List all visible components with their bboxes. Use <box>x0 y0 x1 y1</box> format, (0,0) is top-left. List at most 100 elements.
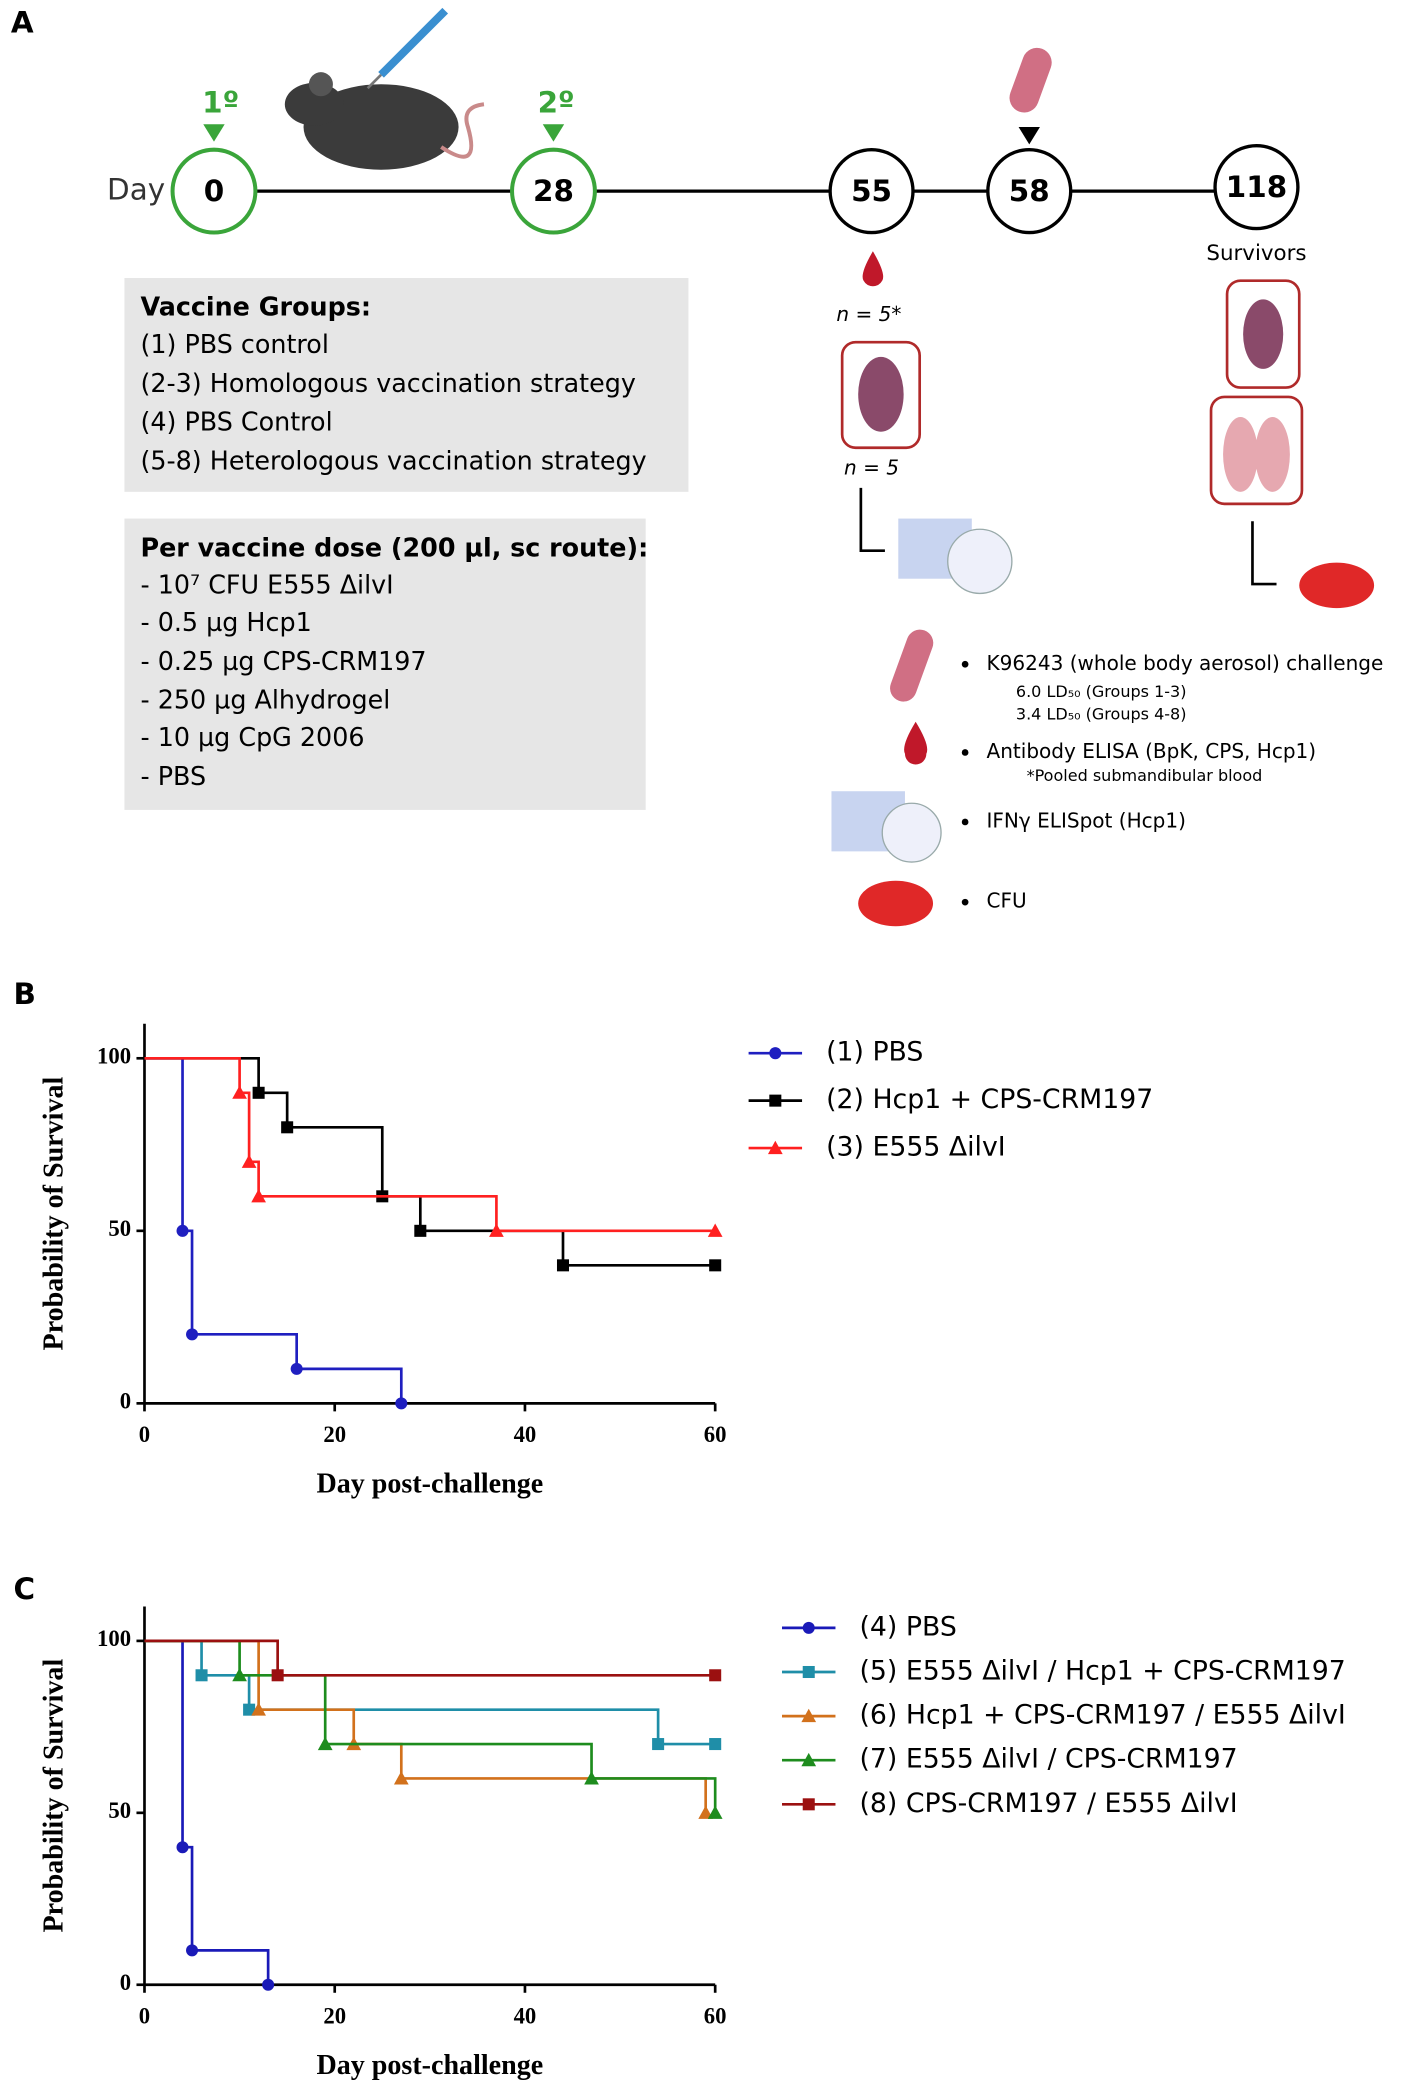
marker <box>393 1771 409 1785</box>
y-tick-label: 0 <box>120 1970 131 1995</box>
marker <box>281 1121 294 1134</box>
x-tick-label: 0 <box>139 1422 150 1447</box>
marker <box>232 1667 247 1682</box>
node <box>170 147 258 235</box>
lung-icon <box>1255 416 1290 492</box>
arrow <box>859 487 885 552</box>
day: 58 <box>1009 174 1050 208</box>
arrow <box>542 124 565 142</box>
legend-note: *Pooled submandibular blood <box>1027 766 1263 785</box>
legend-text: CFU <box>986 889 1026 913</box>
marker <box>584 1771 599 1785</box>
mouse-icon <box>284 7 485 170</box>
blood-drop <box>862 251 884 287</box>
marker <box>317 1736 333 1751</box>
marker <box>241 1154 257 1168</box>
legend-label: (6) Hcp1 + CPS-CRM197 / E555 ΔilvI <box>860 1700 1346 1731</box>
marker <box>252 1086 265 1099</box>
x-tick-label: 40 <box>514 2003 537 2028</box>
box-line: - 10⁷ CFU E555 ΔilvI <box>140 570 393 600</box>
box-line: - 0.25 µg CPS-CRM197 <box>140 646 426 676</box>
marker <box>556 1259 570 1272</box>
survival-line <box>144 1056 716 1233</box>
day: 118 <box>1226 170 1287 204</box>
marker <box>767 1140 783 1155</box>
marker <box>801 1752 817 1767</box>
marker <box>709 1669 722 1682</box>
lung-icon <box>1223 416 1258 492</box>
y-axis-label: Probability of Survival <box>39 1659 70 1933</box>
survival-line <box>144 1639 708 1813</box>
marker <box>769 1094 782 1107</box>
x-axis-label: Day post-challenge <box>316 2050 543 2081</box>
marker <box>801 1708 817 1723</box>
legend-label: (1) PBS <box>826 1037 923 1068</box>
arrow <box>1251 521 1277 586</box>
marker <box>290 1362 303 1375</box>
marker <box>709 1259 722 1272</box>
marker <box>176 1224 189 1237</box>
box-title: Vaccine Groups: <box>140 292 371 322</box>
box-line: - PBS <box>140 761 206 791</box>
marker <box>802 1665 815 1679</box>
legend-label: (7) E555 ΔilvI / CPS-CRM197 <box>860 1744 1238 1775</box>
marker <box>707 1805 723 1819</box>
method-legend <box>831 629 969 927</box>
x-axis-label: Day post-challenge <box>316 1469 543 1500</box>
marker <box>243 1703 256 1716</box>
day: 28 <box>533 174 574 208</box>
legend-note: 6.0 LD₅₀ (Groups 1-3) <box>1016 682 1187 701</box>
box-line: - 250 µg Alhydrogel <box>140 685 390 715</box>
marker <box>262 1978 275 1991</box>
legend-text: K96243 (whole body aerosol) challenge <box>986 651 1383 675</box>
marker <box>769 1047 782 1060</box>
marker <box>652 1738 665 1751</box>
survival-line <box>144 1056 716 1267</box>
n-label: n = 5* <box>836 302 901 326</box>
info-box <box>124 518 646 810</box>
marker <box>232 1085 247 1099</box>
panel-label: C <box>14 1572 36 1606</box>
arrow <box>203 124 225 142</box>
marker <box>698 1805 714 1819</box>
panel-label: B <box>14 977 36 1011</box>
legend-label: (8) CPS-CRM197 / E555 ΔilvI <box>860 1788 1238 1819</box>
marker <box>195 1669 208 1682</box>
box-line: (4) PBS Control <box>140 407 332 437</box>
y-tick-label: 100 <box>97 1044 131 1069</box>
box-line: - 10 µg CpG 2006 <box>140 722 364 752</box>
legend-label: (5) E555 ΔilvI / Hcp1 + CPS-CRM197 <box>860 1656 1346 1687</box>
arrow <box>1018 126 1040 145</box>
well-icon <box>947 528 1013 595</box>
spleen-icon <box>858 356 904 432</box>
marker <box>176 1841 189 1854</box>
timeline-nodes: 0 28 55 58 118 1º 2º <box>170 86 1300 235</box>
x-tick-label: 60 <box>704 1422 727 1447</box>
y-tick-label: 50 <box>108 1798 131 1823</box>
marker <box>251 1702 266 1716</box>
x-tick-label: 0 <box>139 2003 150 2028</box>
node <box>986 148 1073 235</box>
x-tick-label: 40 <box>514 1422 537 1447</box>
legend-label: (2) Hcp1 + CPS-CRM197 <box>826 1084 1153 1115</box>
bacterium-icon <box>1009 47 1052 113</box>
y-tick-label: 0 <box>120 1389 131 1414</box>
legend-label: (3) E555 ΔilvI <box>826 1132 1006 1163</box>
n-label: n = 5 <box>844 456 899 480</box>
marker <box>489 1223 504 1237</box>
dose: 2º <box>538 86 575 120</box>
survival-line <box>144 1639 716 1677</box>
box-line: (5-8) Heterologous vaccination strategy <box>140 445 646 475</box>
marker <box>186 1944 199 1957</box>
box-title: Per vaccine dose (200 µl, sc route): <box>140 532 648 562</box>
y-tick-label: 100 <box>97 1626 131 1651</box>
marker <box>395 1397 408 1410</box>
x-tick-label: 20 <box>323 1422 346 1447</box>
spleen-icon <box>1243 299 1284 369</box>
node <box>510 147 597 235</box>
node <box>828 148 915 235</box>
box-line: - 0.5 µg Hcp1 <box>140 607 311 637</box>
marker <box>709 1738 722 1751</box>
marker <box>251 1188 266 1203</box>
day-label: Day <box>107 173 165 207</box>
